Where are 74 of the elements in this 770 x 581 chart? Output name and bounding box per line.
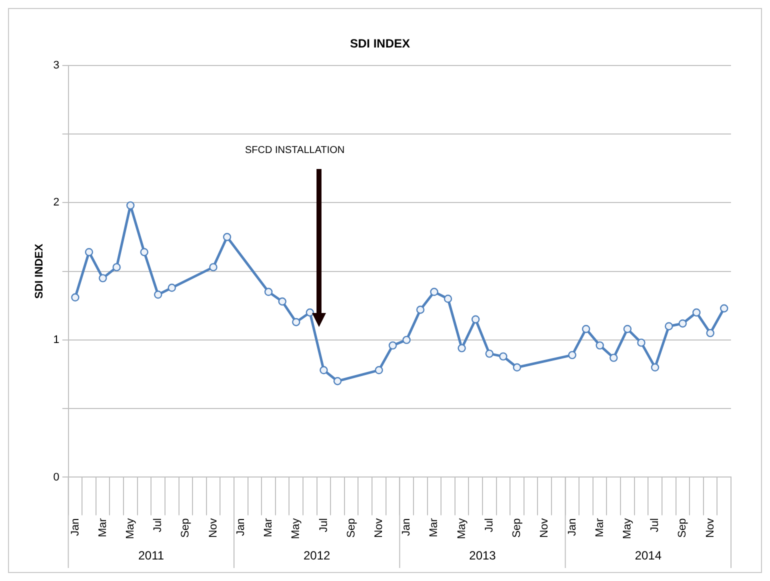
point bbox=[126, 201, 135, 210]
point bbox=[98, 274, 107, 282]
point bbox=[402, 336, 411, 344]
x-tick-label: Sep bbox=[180, 518, 192, 538]
point bbox=[485, 350, 494, 358]
x-tick-label: Sep bbox=[345, 518, 358, 538]
point bbox=[499, 352, 508, 361]
point bbox=[610, 354, 618, 362]
point bbox=[222, 232, 232, 242]
x-tick-label: Nov bbox=[207, 518, 220, 538]
x-tick-label: May bbox=[456, 518, 468, 539]
x-tick-label: Nov bbox=[704, 518, 716, 538]
x-tick-label: Mar bbox=[96, 518, 109, 538]
point bbox=[209, 263, 218, 272]
point bbox=[84, 248, 94, 256]
x-tick-label: Jan bbox=[400, 518, 413, 536]
chart-title: SDI INDEX bbox=[350, 36, 410, 51]
x-tick-label: May bbox=[290, 518, 302, 539]
point bbox=[650, 363, 660, 372]
y-tick-label: 2 bbox=[53, 196, 60, 209]
point bbox=[444, 294, 452, 303]
point bbox=[154, 290, 162, 299]
x-tick-label: Mar bbox=[428, 518, 440, 538]
x-tick-label: Mar bbox=[262, 518, 275, 538]
x-tick-label: Jan bbox=[234, 518, 247, 536]
point bbox=[596, 341, 604, 350]
x-tick-label: Jul bbox=[483, 518, 496, 532]
point bbox=[706, 328, 714, 338]
point bbox=[278, 297, 286, 306]
y-tick-label: 3 bbox=[53, 59, 60, 72]
x-tick-label: Jan bbox=[69, 518, 82, 536]
point bbox=[388, 341, 397, 350]
text: 2011 bbox=[138, 548, 164, 562]
point bbox=[306, 308, 314, 317]
text: 2014 bbox=[634, 548, 662, 562]
x-tick-label: Sep bbox=[511, 518, 524, 538]
point bbox=[333, 377, 342, 386]
point bbox=[416, 306, 424, 314]
point bbox=[471, 315, 480, 324]
x-tick-label: May bbox=[124, 518, 136, 539]
point bbox=[720, 304, 728, 312]
point bbox=[568, 350, 576, 360]
x-tick-label: May bbox=[621, 518, 634, 539]
point bbox=[140, 248, 148, 256]
point bbox=[678, 319, 687, 328]
x-tick-label: Jan bbox=[566, 518, 578, 536]
y-axis-title: SDI INDEX bbox=[34, 243, 46, 299]
point bbox=[623, 324, 632, 334]
x-tick-label: Jul bbox=[649, 518, 662, 532]
point bbox=[320, 366, 328, 374]
point bbox=[112, 263, 121, 272]
x-tick-label: Jul bbox=[318, 518, 330, 532]
x-tick-label: Nov bbox=[372, 518, 385, 538]
point bbox=[264, 288, 273, 296]
point bbox=[458, 344, 466, 352]
y-tick-label: 1 bbox=[53, 334, 60, 346]
point bbox=[430, 288, 438, 296]
text: 2012 bbox=[303, 548, 330, 562]
point bbox=[374, 366, 384, 374]
x-tick-label: Nov bbox=[538, 518, 551, 538]
point bbox=[71, 293, 80, 302]
x-tick-label: Mar bbox=[594, 518, 606, 538]
y-tick-label: 0 bbox=[53, 471, 60, 484]
x-tick-label: Jul bbox=[152, 518, 164, 532]
x-tick-label: Sep bbox=[676, 518, 689, 538]
point bbox=[692, 308, 701, 317]
annotation: SFCD INSTALLATION bbox=[245, 145, 345, 156]
point bbox=[168, 284, 176, 292]
point bbox=[292, 318, 300, 326]
point bbox=[637, 338, 646, 347]
point bbox=[664, 322, 673, 330]
point bbox=[582, 324, 590, 334]
point bbox=[512, 363, 522, 372]
text: 2013 bbox=[469, 548, 496, 562]
